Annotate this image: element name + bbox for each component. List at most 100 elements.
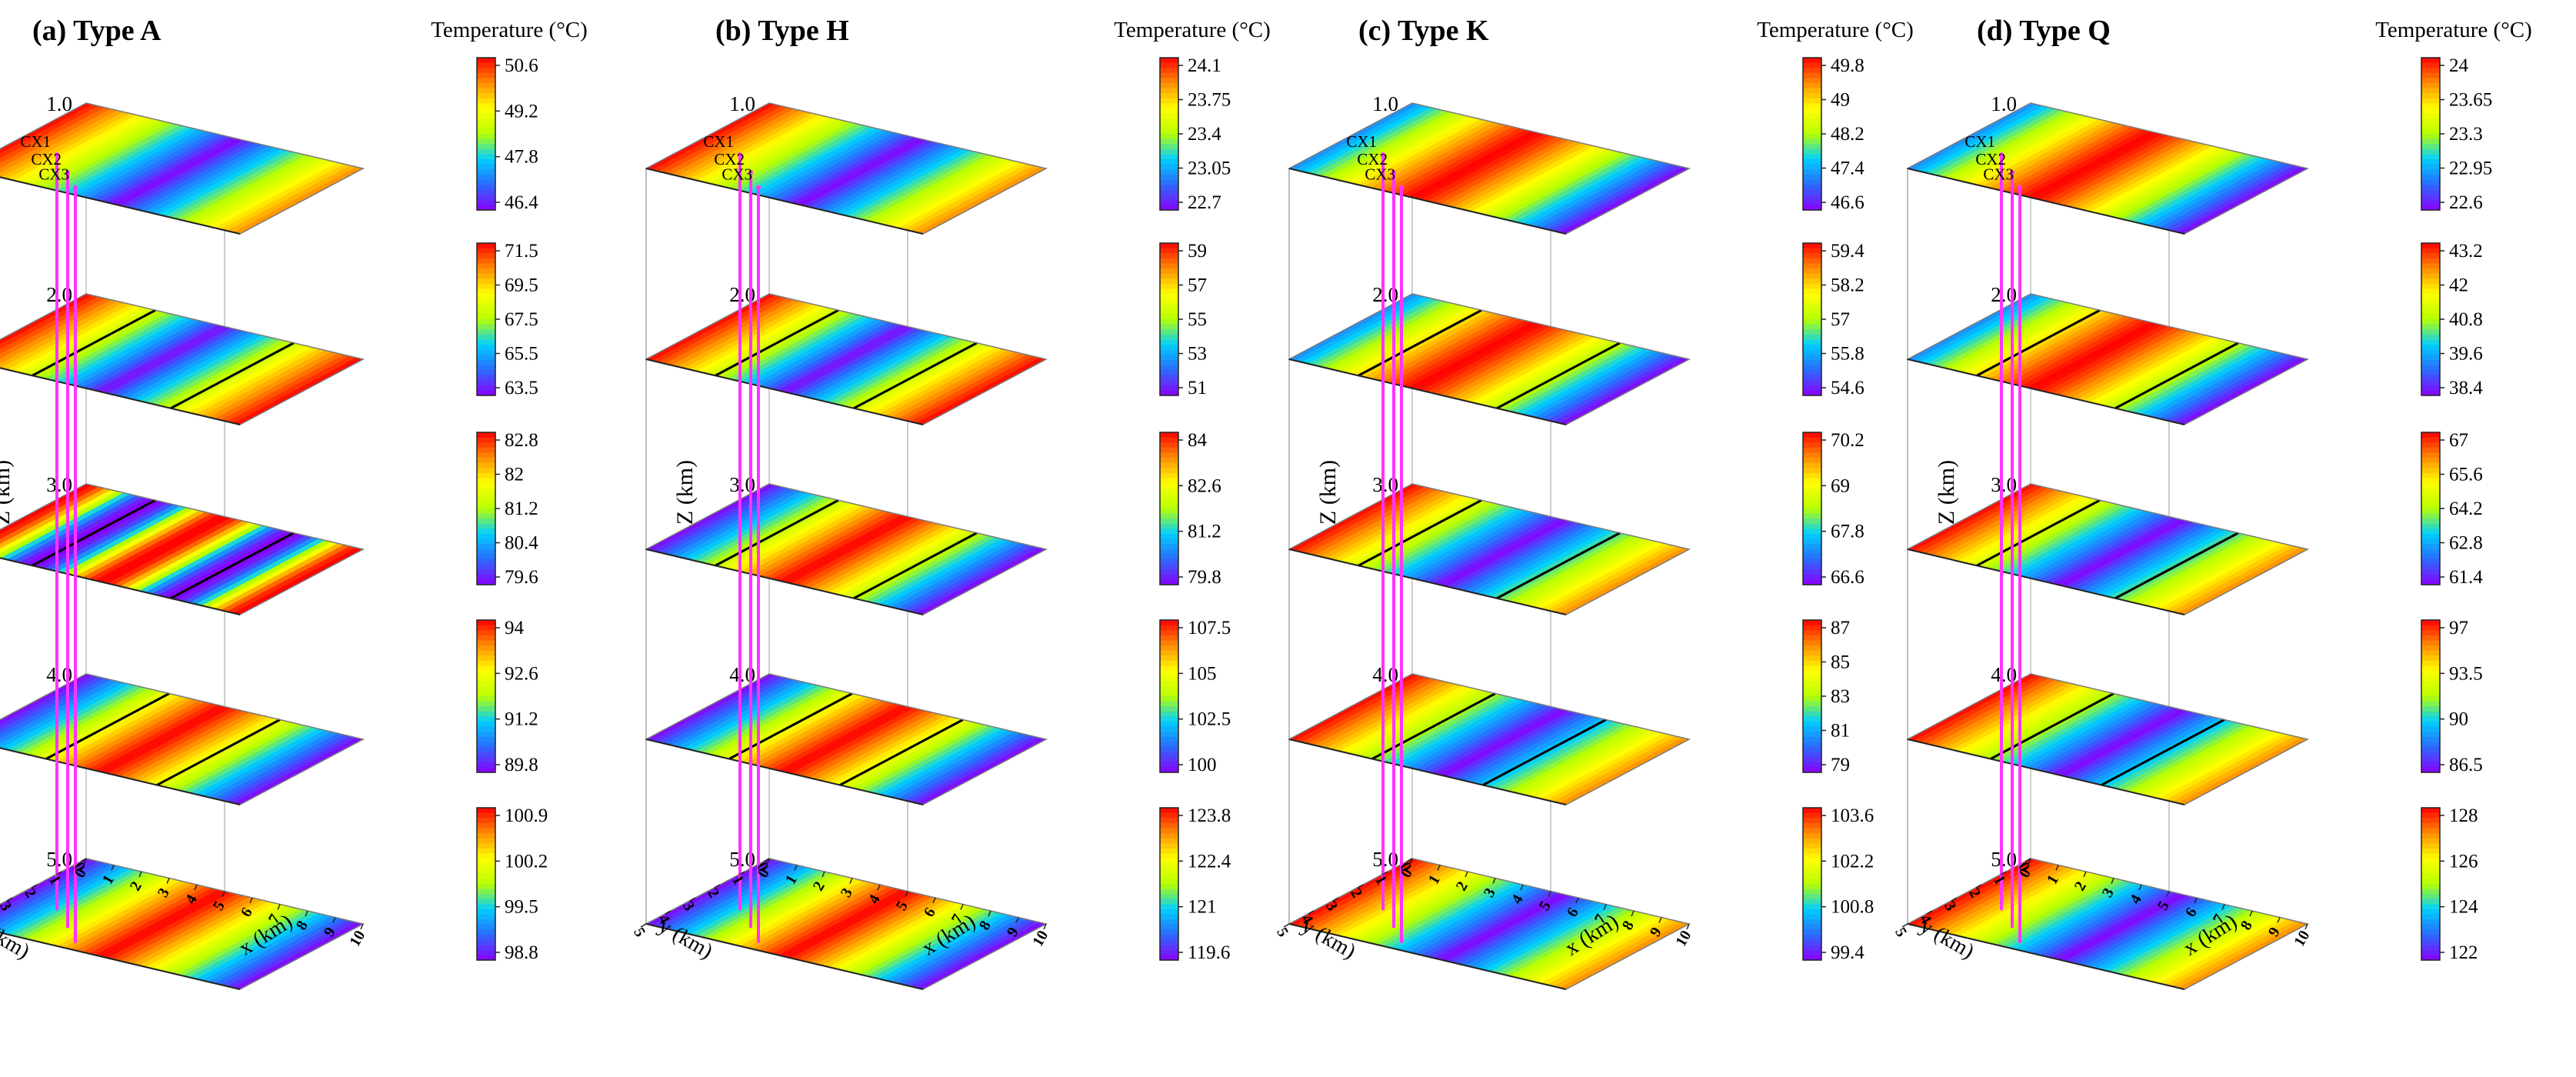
colorbar-swatch <box>2421 625 2440 631</box>
colorbar-swatch <box>2421 630 2440 636</box>
colorbar-swatch <box>1160 359 1178 365</box>
colorbar-swatch <box>1803 164 1821 170</box>
colorbar-swatch <box>477 390 495 396</box>
colorbar-tick-label: 92.6 <box>505 663 538 684</box>
colorbar-tick-label: 89.8 <box>505 755 538 775</box>
colorbar-swatch <box>477 939 495 945</box>
colorbar-swatch <box>1160 355 1178 361</box>
colorbar-swatch <box>1160 195 1178 201</box>
colorbar-tick-label: 49.2 <box>505 101 538 122</box>
colorbar-swatch <box>1160 955 1178 961</box>
colorbar-tick-label: 102.5 <box>1188 709 1231 730</box>
colorbar-swatch <box>477 447 495 453</box>
colorbar-swatch <box>477 894 495 900</box>
y-tick <box>1308 910 1315 915</box>
colorbar-swatch <box>2421 68 2440 74</box>
colorbar-swatch <box>2421 128 2440 135</box>
colorbar-swatch <box>1160 349 1178 355</box>
slice-back-edge <box>1288 739 1567 805</box>
isoline <box>2114 342 2239 410</box>
colorbar-swatch <box>477 258 495 264</box>
well-label: CX1 <box>1346 132 1377 151</box>
slice-back-edge <box>645 549 924 615</box>
colorbar-swatch <box>1160 620 1178 626</box>
x-tick <box>2138 884 2142 891</box>
colorbar-swatch <box>2421 889 2440 895</box>
colorbar-swatch <box>2421 716 2440 722</box>
slice-back-edge <box>1907 168 2185 235</box>
x-tick <box>1492 878 1496 884</box>
colorbar-swatch <box>1160 113 1178 119</box>
colorbar-swatch <box>477 726 495 732</box>
colorbar-swatch <box>1803 625 1821 631</box>
well-marker <box>1399 185 1404 190</box>
colorbar-swatch <box>1160 818 1178 824</box>
colorbar-swatch <box>1160 185 1178 191</box>
colorbar-swatch <box>1160 298 1178 305</box>
colorbar-swatch <box>2421 544 2440 550</box>
colorbar-swatch <box>477 635 495 641</box>
z-axis-label: Z (km) <box>1315 460 1341 525</box>
colorbar-swatch <box>2421 185 2440 191</box>
colorbar-swatch <box>477 159 495 165</box>
colorbar-swatch <box>1803 355 1821 361</box>
slice-z-5: 5.0 <box>0 848 365 990</box>
colorbar-swatch <box>1803 88 1821 94</box>
colorbar-swatch <box>2421 534 2440 540</box>
well-marker <box>1391 170 1396 175</box>
colorbar-swatch <box>2421 62 2440 68</box>
colorbar-swatch <box>2421 98 2440 104</box>
colorbar-swatch <box>1160 939 1178 945</box>
colorbar-swatch <box>1803 579 1821 585</box>
colorbar-swatch <box>477 118 495 125</box>
colorbar-swatch <box>1803 762 1821 768</box>
colorbar-swatch <box>1803 742 1821 748</box>
colorbar-swatch <box>2421 199 2440 205</box>
colorbar-swatch <box>1160 949 1178 955</box>
colorbar-swatch <box>1803 103 1821 109</box>
colorbar-swatch <box>2421 732 2440 738</box>
colorbar-swatch <box>1803 675 1821 682</box>
x-tick <box>1409 858 1413 865</box>
colorbar-swatch <box>1160 722 1178 728</box>
colorbar-swatch <box>2421 288 2440 295</box>
colorbar-swatch <box>2421 390 2440 396</box>
colorbar-swatch <box>2421 812 2440 819</box>
x-tick <box>1575 897 1579 904</box>
colorbar-swatch <box>1803 283 1821 289</box>
colorbar-swatch <box>2421 554 2440 560</box>
colorbar-frame <box>2421 807 2441 961</box>
panel-title: (a) Type A <box>32 15 162 47</box>
colorbar-swatch <box>1160 93 1178 99</box>
colorbar-swatch <box>477 640 495 646</box>
colorbar-swatch <box>477 899 495 905</box>
colorbar-frame <box>1802 432 1822 585</box>
colorbar-swatch <box>1160 838 1178 844</box>
colorbar-swatch <box>477 462 495 468</box>
colorbar-swatch <box>2421 955 2440 961</box>
slice-back-edge <box>645 739 924 805</box>
colorbar-swatch <box>2421 569 2440 575</box>
colorbar-swatch <box>2421 314 2440 320</box>
colorbar-tick-label: 66.6 <box>1831 567 1865 588</box>
colorbar-swatch <box>2421 691 2440 697</box>
colorbar-tick-label: 124 <box>2449 897 2478 918</box>
colorbar-swatch <box>1803 375 1821 381</box>
x-tick <box>194 884 198 891</box>
colorbar-tick-label: 22.6 <box>2449 192 2483 213</box>
colorbar-swatch <box>1160 108 1178 115</box>
x-tick <box>1437 865 1441 871</box>
colorbar-swatch <box>477 339 495 345</box>
colorbar-tick-label: 105 <box>1188 663 1217 684</box>
colorbar-swatch <box>1803 889 1821 895</box>
colorbar-tick-label: 61.4 <box>2449 567 2483 588</box>
slice-z-5: 5.0 <box>1905 848 2310 990</box>
colorbar-swatch <box>2421 853 2440 859</box>
colorbar-swatch <box>1160 650 1178 656</box>
x-tick <box>305 910 308 917</box>
colorbar-tick-label: 65.5 <box>505 344 538 365</box>
well-marker <box>738 152 742 158</box>
x-tick <box>222 891 225 897</box>
colorbar-swatch <box>477 945 495 951</box>
colorbar-z-5: 128 126 124 122 <box>2421 805 2478 963</box>
